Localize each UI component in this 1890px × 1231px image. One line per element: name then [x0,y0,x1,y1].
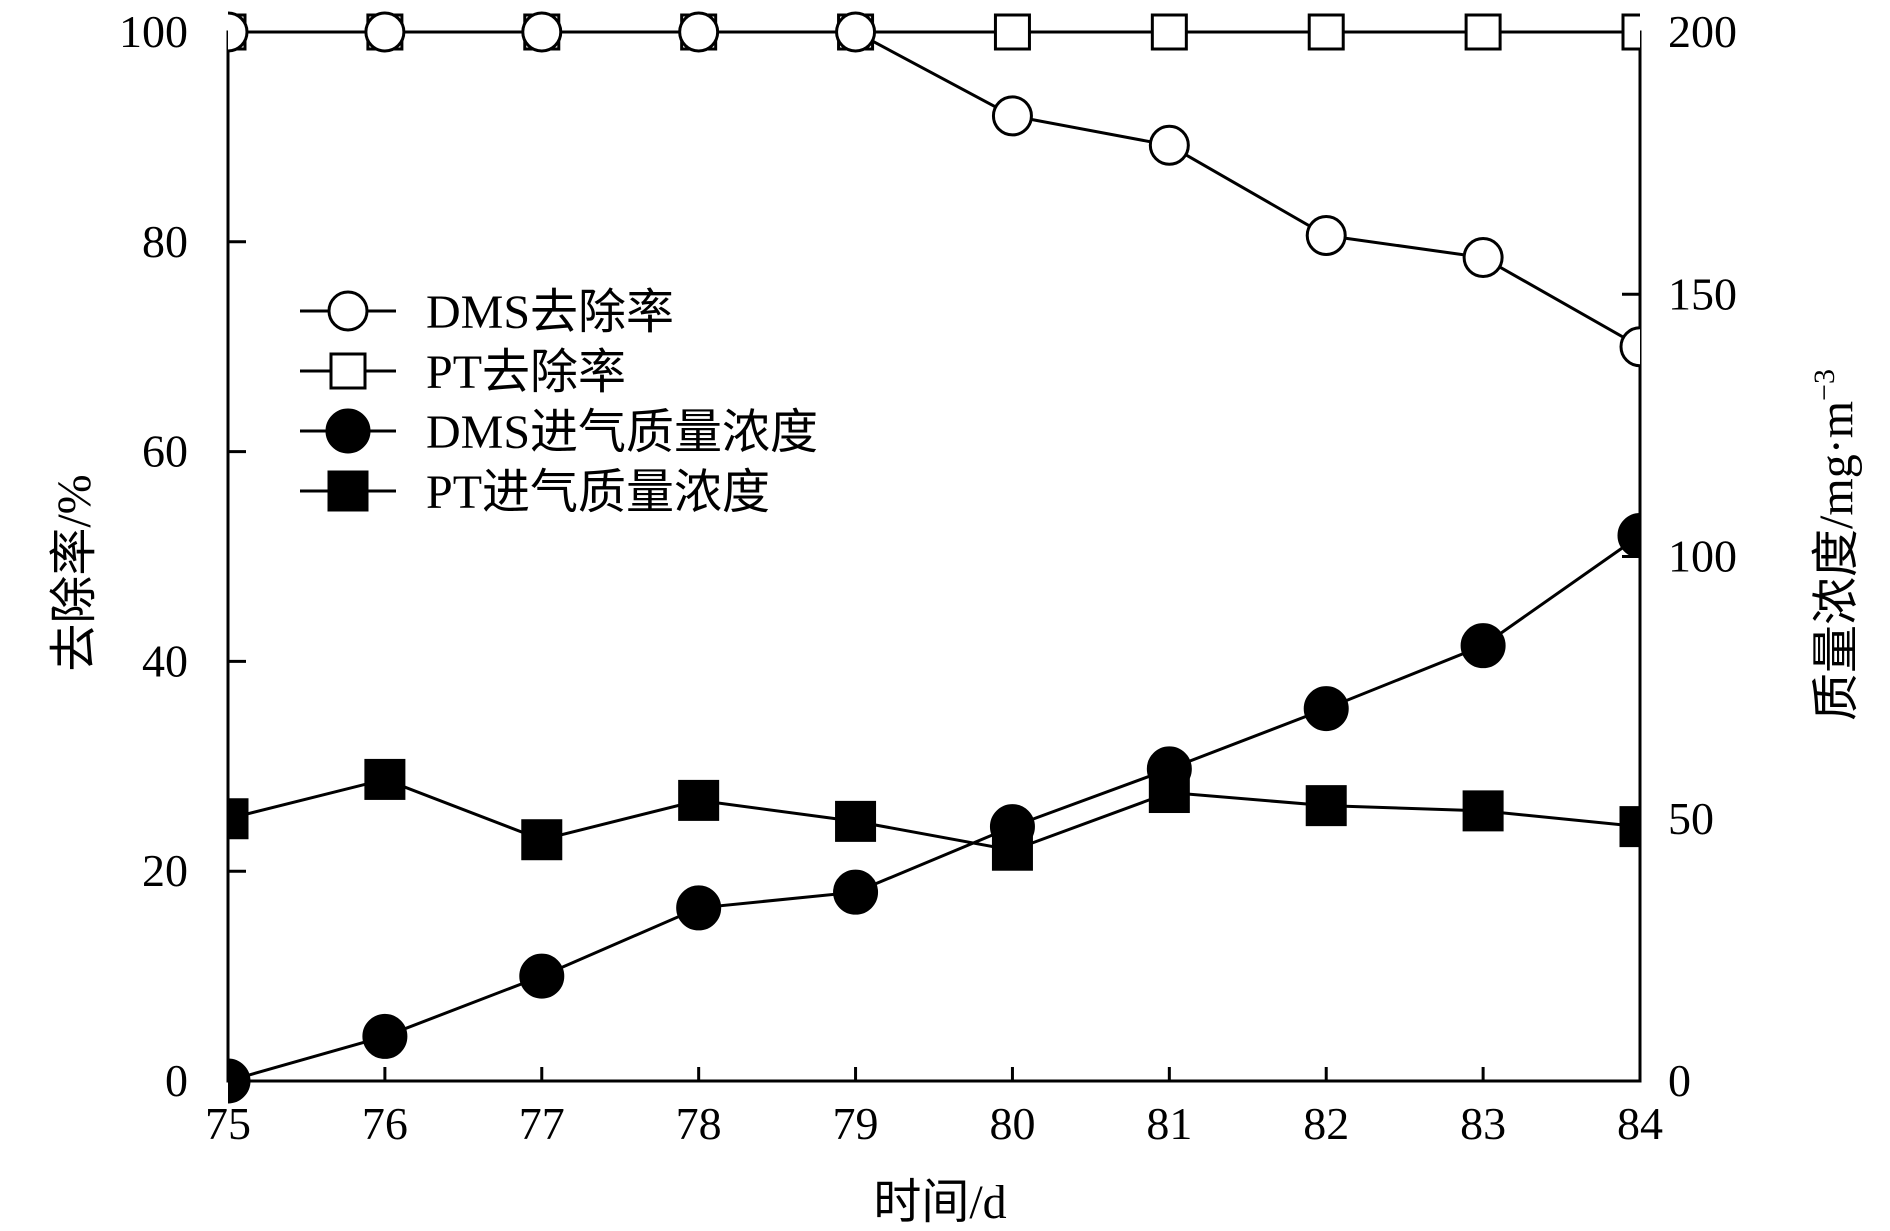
data-point [835,11,877,53]
data-point [519,953,565,999]
data-point [228,1058,251,1104]
data-point [1146,746,1192,792]
y-tick-left-label: 40 [142,635,188,686]
data-point [676,885,722,931]
legend-item-0: DMS去除率 [300,286,674,339]
data-point [521,11,563,53]
y-tick-right-label: 50 [1668,793,1714,844]
series-0 [228,30,1640,349]
y-axis-right-title-main: 质量浓度/mg·m [1810,401,1863,721]
data-point [1305,215,1347,257]
data-point [1621,13,1640,51]
legend-marker [329,352,367,390]
x-axis-title: 时间/d [873,1176,1006,1229]
x-tick-label: 78 [676,1098,722,1149]
x-tick-label: 79 [833,1098,879,1149]
x-tick-label: 80 [989,1098,1035,1149]
data-point [993,13,1031,51]
data-point [1150,13,1188,51]
data-point [1307,13,1345,51]
series-line [228,534,1640,1083]
x-tick-label: 82 [1303,1098,1349,1149]
y-tick-right-label: 150 [1668,268,1737,319]
y-axis-left-title: 去除率/% [48,474,101,671]
data-point [1460,623,1506,669]
data-point [362,1013,408,1059]
data-point [989,804,1035,850]
legend-label: PT去除率 [426,346,626,399]
data-point [1305,785,1347,827]
y-tick-right-label: 100 [1668,531,1737,582]
series-line [228,30,1640,349]
legend-marker [327,470,369,512]
data-point [1617,513,1640,559]
legend-label: DMS进气质量浓度 [426,406,818,459]
y-tick-right-label: 0 [1668,1055,1691,1106]
data-point [364,11,406,53]
series-2 [228,534,1640,1083]
series-3 [228,777,1640,852]
legend-item-1: PT去除率 [300,346,626,399]
legend-marker [325,408,371,454]
data-point [228,798,249,840]
data-point [1462,237,1504,279]
y-tick-left-label: 20 [142,845,188,896]
y-tick-left-label: 80 [142,216,188,267]
data-point [678,779,720,821]
data-point [833,869,879,915]
plot-frame [226,30,1642,1083]
data-point [228,11,249,53]
x-tick-label: 76 [362,1098,408,1149]
y-axis-right-title: 质量浓度/mg·m−3 [1808,369,1863,721]
x-tick-label: 84 [1617,1098,1663,1149]
legend-label: PT进气质量浓度 [426,466,770,519]
series-line [228,777,1640,852]
x-tick-label: 81 [1146,1098,1192,1149]
legend-label: DMS去除率 [426,286,674,339]
data-point [1464,13,1502,51]
data-point [1462,790,1504,832]
y-tick-left-label: 0 [165,1055,188,1106]
data-point [521,819,563,861]
y-axis-right-title-sup: −3 [1808,369,1841,401]
y-tick-left-label: 60 [142,426,188,477]
series-markers-3 [228,758,1640,871]
legend-marker [327,290,369,332]
legend-item-2: DMS进气质量浓度 [300,406,818,459]
data-point [1619,806,1640,848]
x-tick-label: 83 [1460,1098,1506,1149]
data-point [835,800,877,842]
series-markers-2 [228,513,1640,1104]
data-point [1619,326,1640,368]
x-tick-label: 75 [205,1098,251,1149]
data-point [1303,686,1349,732]
legend-item-3: PT进气质量浓度 [300,466,770,519]
data-point [678,11,720,53]
series-markers-0 [228,11,1640,368]
y-tick-right-label: 200 [1668,6,1737,57]
data-point [991,95,1033,137]
x-tick-label: 77 [519,1098,565,1149]
data-point [364,758,406,800]
data-point [1148,124,1190,166]
y-tick-left-label: 100 [119,6,188,57]
